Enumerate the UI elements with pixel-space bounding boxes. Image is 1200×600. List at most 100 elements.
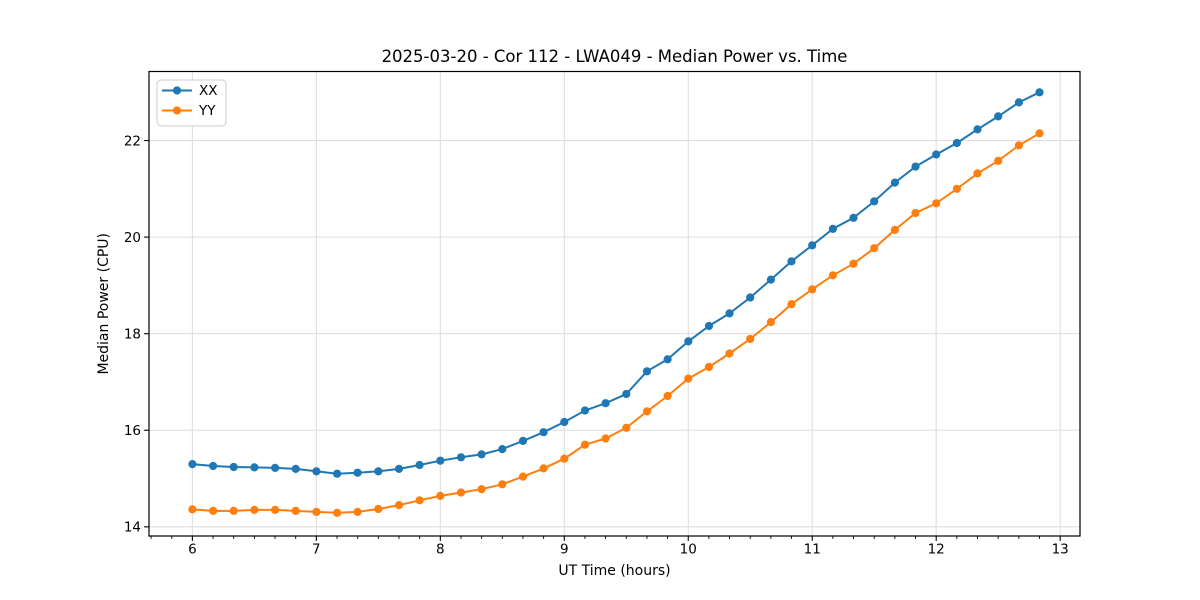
data-point-marker [333,508,342,517]
data-point-marker [642,407,652,416]
data-point-marker [1035,129,1044,138]
data-point-marker [1014,141,1024,150]
legend-label: XX [199,83,218,99]
data-point-marker [766,275,776,284]
data-point-marker [932,199,941,208]
data-point-marker [1014,98,1024,107]
x-tick-label: 13 [1052,542,1069,558]
data-point-marker [684,337,693,346]
series-yy [188,129,1044,517]
plot-spines [148,70,1081,537]
data-point-marker [498,480,507,489]
data-point-marker [663,355,672,364]
data-point-marker [870,197,879,206]
y-tick-label: 16 [124,423,141,439]
data-point-marker [601,399,610,408]
data-point-marker [271,463,280,472]
data-point-marker [209,506,218,515]
series-xx [188,88,1044,478]
data-point-marker [353,507,362,516]
data-point-marker [477,450,486,459]
data-point-marker [229,506,238,515]
data-point-marker [1035,88,1044,97]
data-point-marker [250,505,259,514]
data-point-marker [271,505,280,514]
data-point-marker [952,184,962,193]
data-point-marker [725,309,734,318]
data-point-marker [766,318,776,327]
data-point-marker [911,208,920,218]
y-tick-label: 20 [124,230,141,246]
data-point-marker [890,178,900,187]
data-point-marker [704,362,714,372]
data-point-marker [291,506,300,515]
data-point-marker [498,445,507,454]
data-point-marker [746,334,755,344]
data-point-marker [291,464,300,473]
x-axis: 6 7 8 9 10 11 12 13 [150,536,1069,558]
data-point-marker [394,501,404,510]
data-point-marker [539,464,548,473]
data-point-marker [188,460,197,469]
data-point-marker [394,464,404,473]
y-tick-label: 18 [124,326,141,342]
data-point-marker [952,138,962,148]
data-point-marker [663,391,672,401]
data-point-marker [911,162,920,171]
data-point-marker [828,224,838,233]
data-point-marker [849,259,858,268]
data-point-marker [932,150,941,159]
data-point-marker [209,461,218,471]
legend-marker [172,86,182,95]
x-axis-label: UT Time (hours) [558,563,670,579]
data-point-marker [601,434,610,443]
x-tick-label: 6 [188,542,197,558]
data-point-marker [312,467,321,476]
data-point-marker [580,440,590,449]
data-point-marker [518,472,528,481]
data-point-marker [250,463,259,472]
data-point-marker [415,460,424,470]
data-point-marker [684,374,693,383]
legend: XX YY [156,79,227,127]
data-point-marker [374,467,383,476]
data-point-marker [477,485,486,494]
data-point-marker [436,456,445,465]
data-point-marker [415,496,424,505]
data-point-marker [746,293,755,302]
data-point-marker [787,300,796,309]
data-point-marker [333,469,342,478]
data-point-marker [622,389,631,399]
legend-marker [172,106,182,115]
data-point-marker [518,436,528,445]
data-point-marker [994,156,1003,165]
data-point-marker [436,491,445,500]
x-tick-label: 8 [436,542,445,558]
data-point-marker [808,241,817,250]
data-point-marker [725,349,734,358]
data-point-marker [374,504,383,514]
data-point-marker [229,462,238,472]
data-point-marker [704,321,714,331]
data-point-marker [560,417,569,427]
y-axis: 14 16 18 20 22 [124,133,149,536]
x-tick-label: 11 [804,542,821,558]
chart-title: 2025-03-20 - Cor 112 - LWA049 - Median P… [382,47,848,66]
data-point-marker [580,406,590,415]
y-tick-label: 22 [124,133,141,149]
data-point-marker [870,244,879,253]
data-point-marker [456,453,466,462]
x-tick-label: 12 [928,542,945,558]
plot-grid [149,71,1080,536]
y-tick-label: 14 [124,520,141,536]
data-point-marker [353,468,362,477]
data-point-marker [560,454,569,463]
data-point-marker [622,423,631,432]
x-tick-label: 9 [560,542,569,558]
y-axis-label: Median Power (CPU) [96,233,112,375]
data-point-marker [787,257,796,266]
data-point-marker [973,125,982,134]
data-point-marker [890,225,900,234]
